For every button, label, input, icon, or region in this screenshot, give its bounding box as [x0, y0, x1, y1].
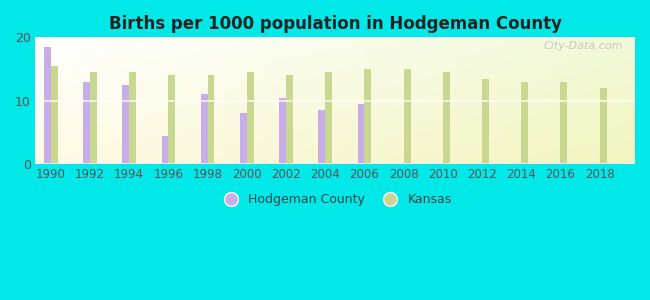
Bar — [90, 72, 97, 164]
Bar — [325, 72, 332, 164]
Text: City-Data.com: City-Data.com — [543, 41, 623, 51]
Title: Births per 1000 population in Hodgeman County: Births per 1000 population in Hodgeman C… — [109, 15, 562, 33]
Bar — [521, 82, 528, 164]
Bar — [404, 69, 411, 164]
Bar — [168, 75, 176, 164]
Bar — [443, 72, 450, 164]
Bar — [600, 88, 606, 164]
Bar — [83, 82, 90, 164]
Bar — [207, 75, 214, 164]
Bar — [560, 82, 567, 164]
Bar — [365, 69, 371, 164]
Bar — [358, 104, 365, 164]
Bar — [129, 72, 136, 164]
Bar — [122, 85, 129, 164]
Bar — [44, 47, 51, 164]
Bar — [482, 79, 489, 164]
Legend: Hodgeman County, Kansas: Hodgeman County, Kansas — [213, 188, 457, 211]
Bar — [161, 136, 168, 164]
Bar — [51, 66, 58, 164]
Bar — [286, 75, 293, 164]
Bar — [201, 94, 207, 164]
Bar — [247, 72, 254, 164]
Bar — [279, 98, 286, 164]
Bar — [240, 113, 247, 164]
Bar — [318, 110, 325, 164]
